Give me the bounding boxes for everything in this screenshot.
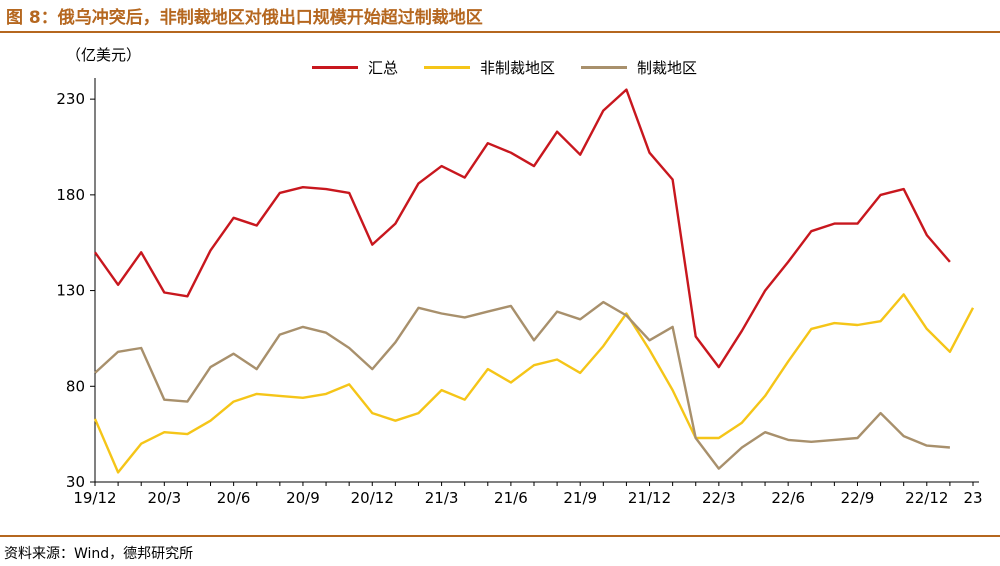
title-rule [0, 31, 1000, 33]
y-tick-label: 180 [56, 186, 85, 204]
x-tick-label: 22/9 [841, 489, 875, 507]
figure-title: 图 8：俄乌冲突后，非制裁地区对俄出口规模开始超过制裁地区 [6, 8, 483, 28]
x-tick-label: 22/12 [905, 489, 948, 507]
x-tick-label: 20/12 [351, 489, 394, 507]
legend-label: 非制裁地区 [480, 58, 556, 77]
chart-series [93, 88, 975, 474]
y-tick-label: 130 [56, 282, 85, 300]
x-tick-label: 21/12 [628, 489, 671, 507]
x-tick-label: 22/6 [771, 489, 805, 507]
legend-swatch [312, 65, 358, 69]
y-tick-label: 30 [66, 473, 85, 491]
x-tick-label: 20/9 [286, 489, 320, 507]
source-note: 资料来源：Wind，德邦研究所 [4, 546, 194, 562]
title-bar: 图 8：俄乌冲突后，非制裁地区对俄出口规模开始超过制裁地区 [0, 0, 1000, 30]
y-tick-label: 80 [66, 377, 85, 395]
y-tick-label: 230 [56, 90, 85, 108]
series-line-1 [94, 88, 951, 369]
chart-axes: 30 80 130 180 230 19/12 20/3 20/6 20/9 20/12 21/3 2… [56, 78, 983, 507]
x-tick-label: 21/9 [563, 489, 597, 507]
legend-label: 汇总 [368, 58, 399, 77]
legend-label: 制裁地区 [637, 58, 698, 77]
chart-legend: 汇总 非制裁地区 制裁地区 [312, 56, 723, 78]
legend-item-3: 制裁地区 [581, 57, 697, 78]
legend-swatch [424, 65, 471, 69]
series-line-3 [94, 300, 950, 470]
x-tick-label: 20/6 [217, 489, 251, 507]
x-tick-label: 23 [963, 489, 982, 507]
x-tick-label: 21/3 [425, 489, 459, 507]
x-tick-label: 21/6 [494, 489, 528, 507]
legend-item-1: 汇总 [312, 57, 398, 78]
source-rule [0, 535, 1000, 537]
legend-item-2: 非制裁地区 [424, 57, 555, 78]
y-axis-unit-label: （亿美元） [66, 46, 142, 64]
x-tick-label: 19/12 [73, 489, 116, 507]
x-tick-label: 20/3 [147, 489, 181, 507]
legend-swatch [581, 65, 628, 69]
series-line-2 [93, 293, 975, 474]
x-tick-label: 22/3 [702, 489, 736, 507]
